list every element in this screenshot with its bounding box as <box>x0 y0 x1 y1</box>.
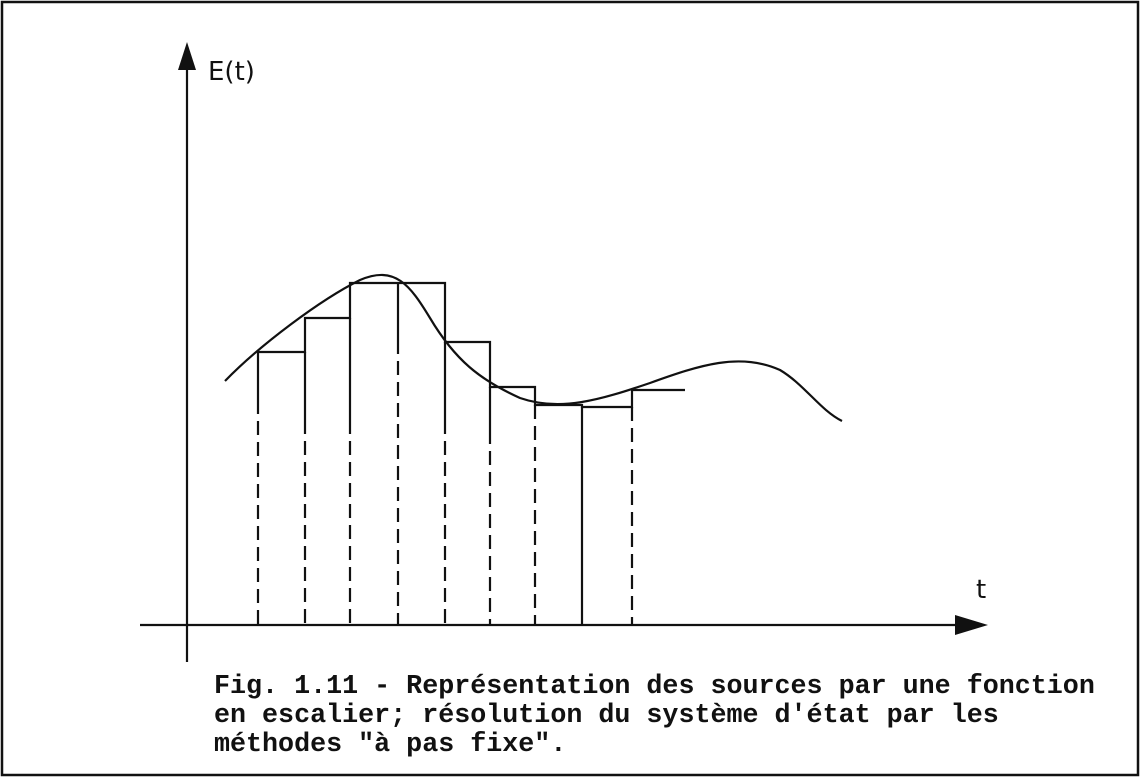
y-arrow <box>178 42 196 70</box>
x-axis-label: t <box>976 575 986 605</box>
x-arrow <box>955 615 988 635</box>
caption-line: Fig. 1.11 - Représentation des sources p… <box>214 672 1095 702</box>
source-curve <box>224 273 843 422</box>
caption-line: en escalier; résolution du système d'éta… <box>214 701 999 731</box>
staircase <box>256 281 685 409</box>
y-axis-label: E(t) <box>208 57 255 87</box>
step-lines <box>256 283 634 625</box>
caption-line: méthodes "à pas fixe". <box>214 730 566 760</box>
